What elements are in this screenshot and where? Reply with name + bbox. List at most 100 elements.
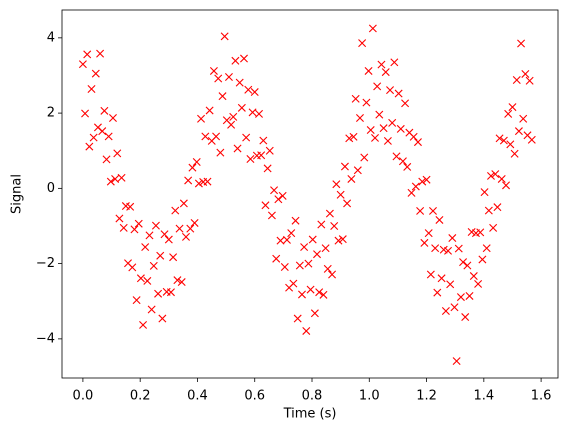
point — [255, 109, 264, 118]
point — [308, 235, 317, 244]
point — [246, 155, 255, 163]
x-tick-label: 0.4 — [187, 389, 208, 404]
point — [297, 290, 306, 299]
x-tick-label: 0.2 — [130, 389, 151, 404]
point — [396, 124, 405, 133]
marker-stroke — [222, 116, 231, 125]
marker-stroke — [201, 132, 210, 141]
point — [315, 288, 324, 297]
point — [115, 214, 124, 223]
point — [111, 174, 120, 183]
point — [362, 98, 371, 107]
point — [248, 108, 257, 117]
marker-stroke — [214, 74, 223, 83]
marker-stroke — [422, 175, 431, 184]
marker-stroke — [345, 134, 354, 143]
point — [83, 50, 92, 59]
point — [149, 261, 158, 270]
marker-stroke — [452, 357, 461, 366]
marker-stroke — [98, 127, 107, 136]
marker-stroke — [182, 232, 190, 241]
point — [495, 134, 504, 143]
marker-stroke — [304, 259, 313, 268]
marker-stroke — [418, 177, 427, 186]
marker-stroke — [306, 285, 315, 294]
marker-stroke — [141, 243, 150, 252]
point — [186, 224, 195, 233]
marker-stroke — [81, 109, 90, 118]
point — [267, 211, 276, 220]
marker-stroke — [482, 244, 491, 253]
point — [420, 238, 429, 247]
marker-stroke — [330, 221, 339, 230]
marker-stroke — [166, 288, 175, 297]
point — [465, 291, 474, 300]
point — [388, 118, 397, 127]
point — [493, 203, 502, 212]
point — [304, 259, 313, 268]
marker-stroke — [504, 109, 513, 118]
point — [136, 274, 145, 283]
point — [426, 270, 435, 279]
marker-stroke — [439, 245, 448, 254]
x-tick-label: 0.6 — [244, 389, 265, 404]
point — [130, 225, 139, 234]
point — [480, 188, 489, 197]
marker-stroke — [117, 173, 126, 182]
point — [91, 69, 100, 78]
marker-stroke — [519, 114, 528, 123]
marker-stroke — [371, 133, 379, 142]
marker-stroke — [450, 303, 459, 312]
point — [218, 92, 227, 101]
marker-stroke — [351, 94, 360, 103]
marker-stroke — [381, 68, 390, 77]
marker-stroke — [377, 60, 386, 69]
marker-stroke — [396, 124, 405, 133]
marker-stroke — [171, 206, 180, 215]
marker-stroke — [355, 114, 364, 122]
point — [108, 114, 117, 122]
point — [386, 86, 395, 95]
marker-stroke — [420, 238, 429, 247]
marker-stroke — [237, 103, 246, 112]
marker-stroke — [340, 162, 349, 171]
point — [441, 307, 450, 316]
marker-stroke — [134, 219, 143, 228]
marker-stroke — [156, 251, 165, 260]
marker-stroke — [293, 314, 302, 323]
point — [184, 176, 193, 185]
marker-stroke — [409, 132, 418, 141]
marker-stroke — [93, 123, 102, 132]
marker-stroke — [169, 253, 178, 262]
marker-stroke — [456, 293, 465, 302]
point — [209, 66, 218, 75]
point — [527, 135, 536, 144]
point — [373, 82, 382, 91]
marker-stroke — [250, 88, 259, 97]
marker-stroke — [465, 291, 474, 300]
marker-stroke — [218, 92, 227, 101]
marker-stroke — [446, 280, 455, 289]
point — [319, 290, 328, 299]
marker-stroke — [497, 174, 506, 183]
point — [381, 68, 390, 77]
point — [377, 60, 386, 69]
x-axis-label: Time (s) — [283, 407, 337, 422]
marker-stroke — [310, 309, 319, 318]
marker-stroke — [274, 195, 283, 204]
point — [336, 190, 345, 199]
point — [482, 244, 491, 253]
point — [328, 270, 337, 279]
point — [429, 206, 437, 215]
point — [478, 255, 487, 264]
marker-stroke — [364, 66, 373, 75]
point — [203, 177, 212, 186]
point — [461, 313, 470, 322]
marker-stroke — [102, 155, 111, 164]
point — [424, 229, 433, 238]
marker-stroke — [429, 206, 437, 215]
point — [85, 142, 94, 151]
point — [353, 166, 362, 175]
point — [502, 181, 511, 190]
